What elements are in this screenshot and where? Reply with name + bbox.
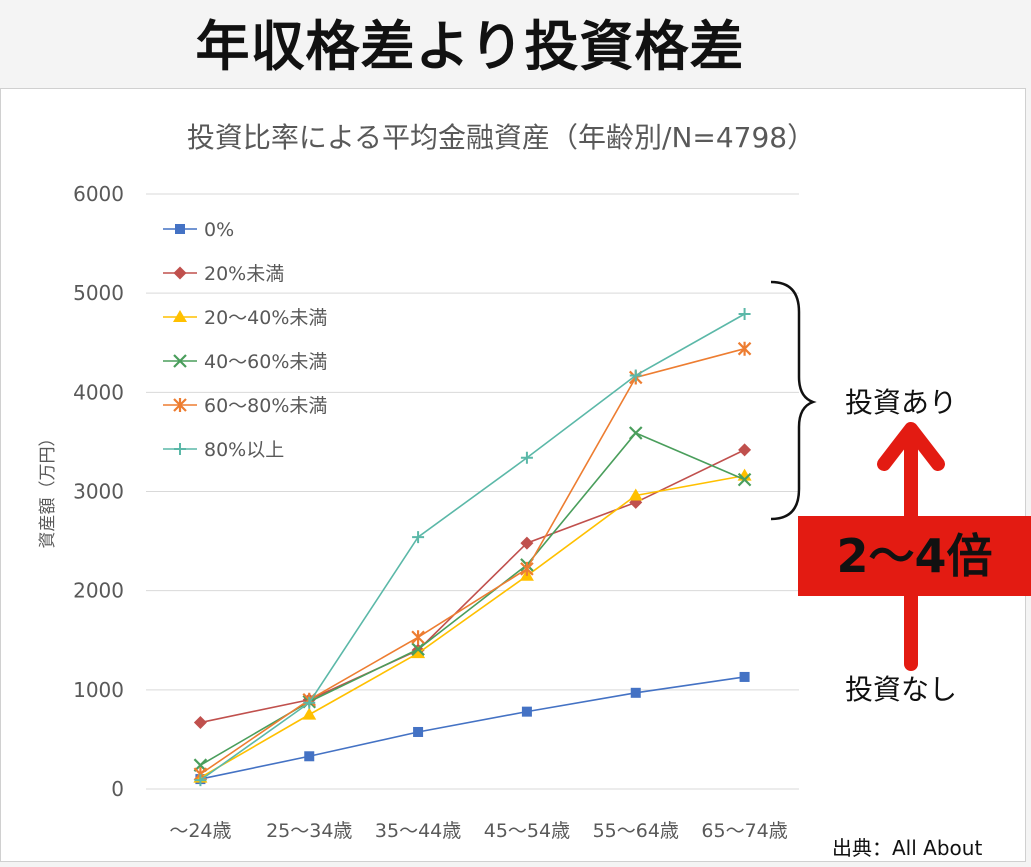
source-credit: 出典：All About [832, 836, 983, 860]
data-point [628, 488, 643, 501]
data-point [173, 310, 187, 322]
data-point [173, 354, 187, 368]
series-line [200, 449, 745, 724]
x-tick-label: ～24歳 [169, 820, 231, 842]
x-tick-label: 45～54歳 [484, 820, 570, 842]
legend-item: 0% [163, 219, 234, 241]
data-point [737, 472, 752, 487]
data-point [173, 266, 187, 280]
y-tick-label: 3000 [73, 480, 124, 504]
series-line [200, 676, 745, 780]
series-group [193, 307, 752, 787]
series [195, 671, 750, 785]
with-investment-label: 投資あり [845, 386, 958, 419]
series-line [199, 313, 745, 781]
legend-label: 80%以上 [204, 439, 284, 461]
headline: 年収格差より投資格差 [195, 15, 745, 78]
y-tick-label: 1000 [73, 678, 124, 702]
x-axis-ticks: ～24歳 25～34歳 35～44歳 45～54歳 55～64歳 65～74歳 [169, 820, 787, 842]
x-tick-label: 25～34歳 [266, 820, 352, 842]
series [193, 426, 752, 772]
data-point [175, 224, 185, 234]
legend-label: 20%未満 [204, 263, 284, 285]
data-point [411, 642, 425, 656]
gridlines [146, 193, 799, 790]
data-point [738, 307, 751, 320]
data-point [738, 443, 752, 457]
data-point [412, 531, 425, 544]
data-point [521, 706, 532, 717]
legend-item: 20%未満 [163, 263, 284, 285]
data-point [194, 774, 207, 787]
legend: 0% 20%未満 20～40%未満 40～60%未満 60～80%未満 80%以上 [163, 219, 327, 461]
legend-item: 80%以上 [163, 439, 284, 461]
legend-label: 60～80%未満 [204, 395, 327, 417]
data-point [411, 630, 425, 645]
without-investment-label: 投資なし [845, 673, 958, 706]
data-point [737, 341, 752, 356]
legend-label: 40～60%未満 [204, 351, 327, 373]
series [194, 307, 751, 787]
y-tick-label: 6000 [73, 182, 124, 206]
data-point [520, 451, 533, 464]
chart-title: 投資比率による平均金融資産（年齢別/N=4798） [187, 121, 815, 154]
data-point [304, 751, 315, 762]
legend-item: 40～60%未満 [163, 351, 327, 373]
data-point [302, 707, 317, 720]
legend-label: 20～40%未満 [204, 307, 327, 329]
legend-item: 20～40%未満 [163, 307, 327, 329]
data-point [411, 646, 426, 659]
data-point [174, 443, 186, 455]
data-point [303, 696, 316, 709]
data-point [628, 426, 643, 440]
multiplier-badge: 2～4倍 [798, 516, 1031, 596]
y-tick-label: 0 [111, 777, 124, 801]
y-axis-ticks: 0 1000 2000 3000 4000 5000 6000 [73, 182, 124, 801]
y-tick-label: 5000 [73, 281, 124, 305]
data-point [173, 398, 187, 412]
data-point [629, 369, 642, 382]
chart-frame: 投資比率による平均金融資産（年齢別/N=4798） 0 1000 2000 3000 4… [0, 88, 1026, 862]
data-point [520, 536, 534, 550]
series [193, 468, 752, 783]
series-line [200, 432, 745, 766]
brace-icon [770, 280, 817, 521]
x-tick-label: 65～74歳 [701, 820, 787, 842]
data-point [413, 726, 424, 737]
x-tick-label: 35～44歳 [375, 820, 461, 842]
data-point [193, 716, 207, 730]
series [193, 443, 752, 730]
data-point [739, 671, 750, 682]
y-tick-label: 2000 [73, 579, 124, 603]
y-tick-label: 4000 [73, 380, 124, 404]
x-tick-label: 55～64歳 [593, 820, 679, 842]
y-axis-label: 資産額（万円） [38, 430, 58, 549]
legend-item: 60～80%未満 [163, 395, 327, 417]
data-point [520, 561, 534, 576]
series-line [200, 474, 745, 779]
series-line [199, 347, 745, 775]
data-point [630, 687, 641, 698]
line-chart: 投資比率による平均金融資産（年齢別/N=4798） 0 1000 2000 3000 4… [38, 121, 945, 842]
legend-label: 0% [204, 219, 234, 241]
